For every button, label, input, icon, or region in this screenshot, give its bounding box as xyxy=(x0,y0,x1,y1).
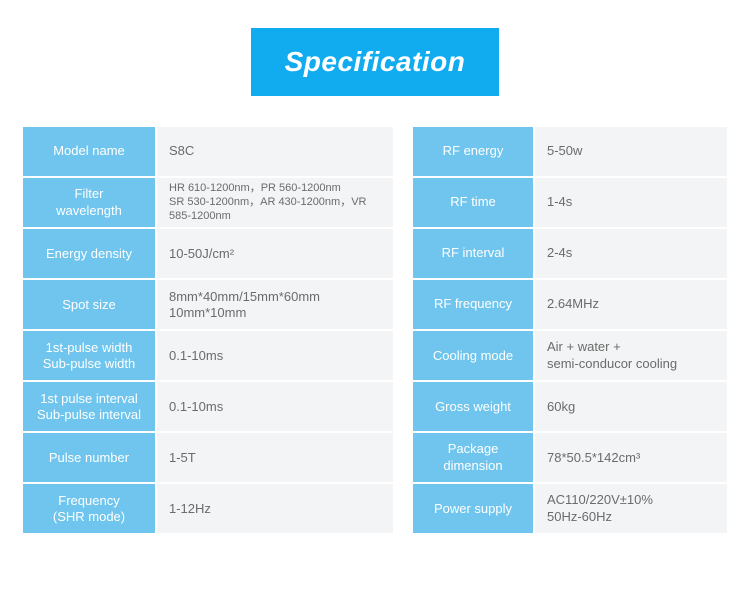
table-row: RF energy5-50w xyxy=(412,126,728,177)
table-row: Spot size8mm*40mm/15mm*60mm10mm*10mm xyxy=(22,279,394,330)
spec-value: AC110/220V±10%50Hz-60Hz xyxy=(534,483,728,534)
table-row: RF frequency2.64MHz xyxy=(412,279,728,330)
page-title: Specification xyxy=(285,46,466,78)
spec-value: Air + water +semi-conducor cooling xyxy=(534,330,728,381)
spec-label: Gross weight xyxy=(412,381,534,432)
spec-label: 1st-pulse widthSub-pulse width xyxy=(22,330,156,381)
table-row: Cooling modeAir + water +semi-conducor c… xyxy=(412,330,728,381)
spec-value: 0.1-10ms xyxy=(156,381,394,432)
spec-value: 0.1-10ms xyxy=(156,330,394,381)
spec-label: RF frequency xyxy=(412,279,534,330)
table-row: Model nameS8C xyxy=(22,126,394,177)
table-row: Pulse number1-5T xyxy=(22,432,394,483)
table-row: Frequency(SHR mode)1-12Hz xyxy=(22,483,394,534)
spec-value: 8mm*40mm/15mm*60mm10mm*10mm xyxy=(156,279,394,330)
table-row: FilterwavelengthHR 610-1200nm，PR 560-120… xyxy=(22,177,394,228)
spec-value: 1-5T xyxy=(156,432,394,483)
spec-label: Filterwavelength xyxy=(22,177,156,228)
table-row: RF time1-4s xyxy=(412,177,728,228)
spec-value: HR 610-1200nm，PR 560-1200nmSR 530-1200nm… xyxy=(156,177,394,228)
spec-label: Power supply xyxy=(412,483,534,534)
spec-value: 1-12Hz xyxy=(156,483,394,534)
spec-label: RF time xyxy=(412,177,534,228)
spec-value: 2.64MHz xyxy=(534,279,728,330)
spec-label: Packagedimension xyxy=(412,432,534,483)
spec-label: Frequency(SHR mode) xyxy=(22,483,156,534)
spec-label: Spot size xyxy=(22,279,156,330)
spec-table-right: RF energy5-50wRF time1-4sRF interval2-4s… xyxy=(412,126,728,534)
spec-label: RF interval xyxy=(412,228,534,279)
table-row: Packagedimension78*50.5*142cm³ xyxy=(412,432,728,483)
table-row: Energy density10-50J/cm² xyxy=(22,228,394,279)
spec-tables: Model nameS8CFilterwavelengthHR 610-1200… xyxy=(0,126,750,534)
spec-table-left: Model nameS8CFilterwavelengthHR 610-1200… xyxy=(22,126,394,534)
spec-label: Cooling mode xyxy=(412,330,534,381)
spec-label: Energy density xyxy=(22,228,156,279)
spec-value: S8C xyxy=(156,126,394,177)
spec-label: 1st pulse intervalSub-pulse interval xyxy=(22,381,156,432)
table-row: 1st-pulse widthSub-pulse width0.1-10ms xyxy=(22,330,394,381)
spec-value: 5-50w xyxy=(534,126,728,177)
table-row: 1st pulse intervalSub-pulse interval0.1-… xyxy=(22,381,394,432)
spec-value: 60kg xyxy=(534,381,728,432)
table-row: Power supplyAC110/220V±10%50Hz-60Hz xyxy=(412,483,728,534)
spec-label: Model name xyxy=(22,126,156,177)
spec-value: 78*50.5*142cm³ xyxy=(534,432,728,483)
spec-value: 2-4s xyxy=(534,228,728,279)
spec-label: Pulse number xyxy=(22,432,156,483)
table-row: Gross weight60kg xyxy=(412,381,728,432)
table-row: RF interval2-4s xyxy=(412,228,728,279)
spec-value: 1-4s xyxy=(534,177,728,228)
spec-label: RF energy xyxy=(412,126,534,177)
spec-value: 10-50J/cm² xyxy=(156,228,394,279)
title-box: Specification xyxy=(251,28,499,96)
